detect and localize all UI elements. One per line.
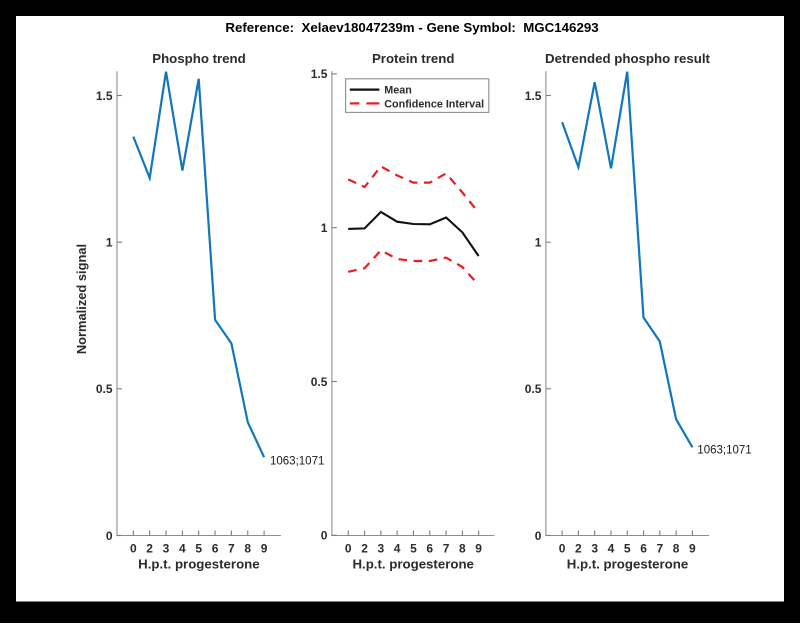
svg-text:6: 6 xyxy=(426,542,433,556)
svg-text:Normalized signal: Normalized signal xyxy=(74,244,89,354)
svg-text:0: 0 xyxy=(345,542,352,556)
svg-text:9: 9 xyxy=(261,542,268,556)
svg-text:1063;1071: 1063;1071 xyxy=(697,445,751,457)
svg-text:0: 0 xyxy=(559,542,566,556)
svg-text:H.p.t. progesterone: H.p.t. progesterone xyxy=(138,557,259,572)
svg-text:5: 5 xyxy=(410,542,417,556)
svg-text:9: 9 xyxy=(689,542,696,556)
svg-text:5: 5 xyxy=(195,542,202,556)
svg-text:1.5: 1.5 xyxy=(311,67,328,81)
svg-text:Phospho trend: Phospho trend xyxy=(152,51,245,66)
svg-text:1.5: 1.5 xyxy=(525,89,542,103)
svg-text:9: 9 xyxy=(475,542,482,556)
svg-text:4: 4 xyxy=(394,542,401,556)
svg-text:1: 1 xyxy=(106,236,113,250)
svg-text:Mean: Mean xyxy=(384,85,411,97)
svg-text:0.5: 0.5 xyxy=(311,375,328,389)
svg-text:2: 2 xyxy=(361,542,368,556)
svg-text:4: 4 xyxy=(179,542,186,556)
svg-text:0.5: 0.5 xyxy=(96,382,113,396)
svg-text:7: 7 xyxy=(443,542,450,556)
svg-text:8: 8 xyxy=(244,542,251,556)
svg-text:H.p.t. progesterone: H.p.t. progesterone xyxy=(567,557,688,572)
svg-text:2: 2 xyxy=(575,542,582,556)
svg-text:6: 6 xyxy=(212,542,219,556)
svg-text:0: 0 xyxy=(535,529,542,543)
svg-text:Reference: Xelaev18047239m -: Reference: Xelaev18047239m - Gene Symbol… xyxy=(225,20,598,35)
svg-text:H.p.t. progesterone: H.p.t. progesterone xyxy=(352,557,473,572)
svg-text:0: 0 xyxy=(106,529,113,543)
svg-text:7: 7 xyxy=(228,542,235,556)
svg-text:0: 0 xyxy=(321,529,328,543)
svg-text:Protein trend: Protein trend xyxy=(372,51,454,66)
svg-text:4: 4 xyxy=(608,542,615,556)
svg-text:3: 3 xyxy=(163,542,170,556)
svg-text:8: 8 xyxy=(459,542,466,556)
svg-text:8: 8 xyxy=(673,542,680,556)
svg-text:3: 3 xyxy=(591,542,598,556)
svg-text:6: 6 xyxy=(640,542,647,556)
svg-text:3: 3 xyxy=(378,542,385,556)
svg-text:1: 1 xyxy=(535,236,542,250)
svg-text:1.5: 1.5 xyxy=(96,89,113,103)
svg-text:7: 7 xyxy=(656,542,663,556)
svg-text:Confidence Interval: Confidence Interval xyxy=(384,99,484,111)
svg-text:0: 0 xyxy=(130,542,137,556)
svg-text:Detrended phospho result: Detrended phospho result xyxy=(545,51,710,66)
svg-text:5: 5 xyxy=(624,542,631,556)
svg-text:0.5: 0.5 xyxy=(525,382,542,396)
svg-text:1: 1 xyxy=(321,221,328,235)
svg-text:2: 2 xyxy=(146,542,153,556)
svg-text:1063;1071: 1063;1071 xyxy=(270,455,324,467)
